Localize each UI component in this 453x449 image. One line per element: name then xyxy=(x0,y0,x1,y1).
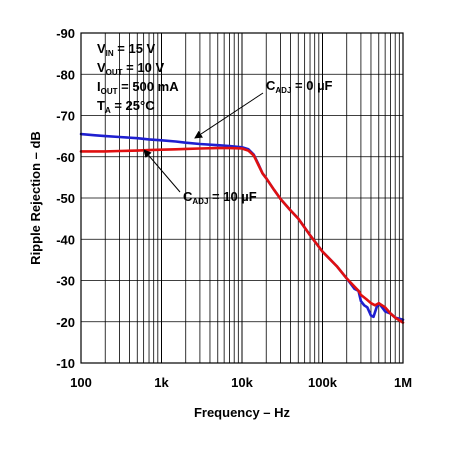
y-tick-label: -10 xyxy=(56,356,75,371)
annotation-label: CADJ = 0 µF xyxy=(266,78,333,95)
y-tick-label: -90 xyxy=(56,26,75,41)
annotation-arrow xyxy=(143,149,181,193)
x-axis-title: Frequency – Hz xyxy=(194,405,291,420)
plot-frame xyxy=(80,32,404,364)
grid xyxy=(81,32,403,364)
x-tick-label: 100k xyxy=(308,375,338,390)
series-line-1 xyxy=(79,146,405,324)
series-annotations: CADJ = 0 µF CADJ = 10 µF xyxy=(143,78,333,206)
series-lines xyxy=(79,132,405,324)
y-tick-label: -40 xyxy=(56,232,75,247)
y-tick-label: -30 xyxy=(56,274,75,289)
x-tick-label: 1M xyxy=(394,375,412,390)
condition-label: VIN = 15 V xyxy=(97,41,156,58)
condition-label: VOUT = 10 V xyxy=(97,60,164,77)
x-tick-label: 100 xyxy=(70,375,92,390)
y-tick-label: -20 xyxy=(56,315,75,330)
annotation-arrow xyxy=(194,92,264,139)
tick-labels: -90 -80 -70 -60 -50 -40 -30 -20 -10 100 1k 10k 100k 1… xyxy=(56,26,412,390)
y-tick-label: -80 xyxy=(56,67,75,82)
x-tick-label: 10k xyxy=(231,375,253,390)
test-conditions: VIN = 15 V VOUT = 10 V IOUT = 500 mA TA = 2… xyxy=(97,41,179,115)
y-tick-label: -60 xyxy=(56,150,75,165)
condition-label: IOUT = 500 mA xyxy=(97,79,179,96)
y-tick-label: -50 xyxy=(56,191,75,206)
annotation-label: CADJ = 10 µF xyxy=(183,189,257,206)
y-axis-title: Ripple Rejection – dB xyxy=(28,131,43,265)
condition-label: TA = 25°C xyxy=(97,98,155,115)
y-tick-label: -70 xyxy=(56,109,75,124)
x-tick-label: 1k xyxy=(154,375,169,390)
